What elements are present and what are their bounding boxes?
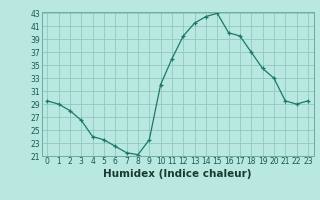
X-axis label: Humidex (Indice chaleur): Humidex (Indice chaleur)	[103, 169, 252, 179]
